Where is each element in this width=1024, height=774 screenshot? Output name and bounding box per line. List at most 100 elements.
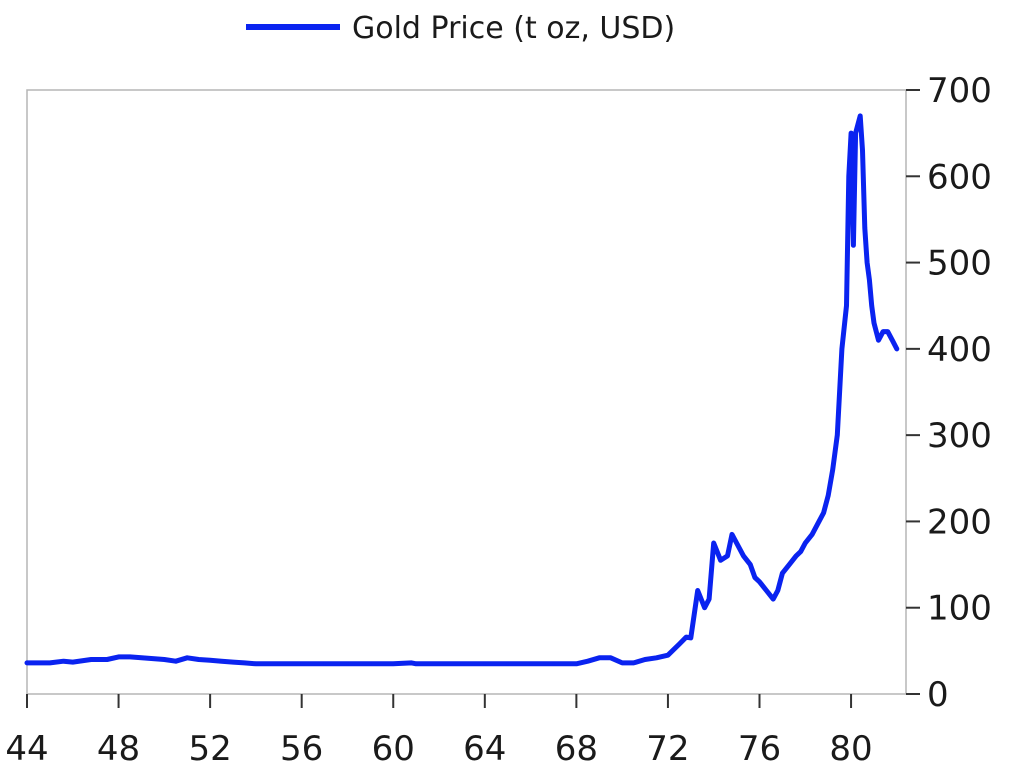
data-point bbox=[872, 321, 876, 325]
data-point bbox=[863, 226, 867, 230]
data-point bbox=[346, 662, 349, 666]
data-point bbox=[323, 662, 327, 666]
data-point bbox=[881, 330, 885, 334]
data-point bbox=[151, 657, 155, 661]
data-point bbox=[877, 338, 880, 342]
x-tick-label: 48 bbox=[97, 729, 140, 769]
x-tick-label: 52 bbox=[188, 729, 231, 769]
data-point bbox=[48, 661, 52, 665]
data-point bbox=[117, 655, 121, 659]
data-point bbox=[787, 563, 791, 567]
data-point bbox=[826, 494, 830, 497]
y-tick-label: 700 bbox=[927, 71, 992, 111]
data-point bbox=[895, 347, 899, 351]
data-point bbox=[847, 174, 851, 178]
data-point bbox=[890, 338, 894, 342]
data-point bbox=[368, 662, 372, 666]
data-point bbox=[243, 661, 246, 665]
data-point bbox=[277, 662, 281, 666]
data-point bbox=[758, 580, 761, 584]
data-point bbox=[719, 558, 723, 562]
y-tick-label: 600 bbox=[927, 157, 992, 197]
data-point bbox=[391, 662, 395, 666]
data-point bbox=[835, 433, 839, 437]
data-point bbox=[506, 662, 510, 666]
data-point bbox=[831, 468, 835, 472]
data-point bbox=[748, 563, 752, 567]
data-point bbox=[220, 659, 224, 663]
data-point bbox=[197, 658, 201, 661]
data-point bbox=[460, 662, 464, 666]
data-point bbox=[128, 655, 132, 659]
data-point bbox=[25, 661, 29, 665]
legend: Gold Price (t oz, USD) bbox=[246, 11, 675, 46]
data-point bbox=[140, 656, 143, 660]
data-point bbox=[94, 658, 98, 661]
data-point bbox=[437, 662, 441, 666]
data-point bbox=[764, 589, 768, 592]
data-point bbox=[62, 659, 66, 663]
x-tick-label: 68 bbox=[555, 729, 598, 769]
data-point bbox=[858, 114, 862, 118]
data-point bbox=[712, 541, 716, 545]
data-point bbox=[643, 658, 647, 661]
data-point bbox=[849, 131, 853, 135]
data-point bbox=[870, 304, 874, 308]
data-point bbox=[552, 662, 555, 666]
x-tick-label: 72 bbox=[646, 729, 689, 769]
data-point bbox=[735, 541, 739, 545]
data-point bbox=[632, 661, 636, 665]
x-tick-label: 44 bbox=[5, 729, 48, 769]
data-point bbox=[483, 662, 487, 666]
x-tick-label: 60 bbox=[372, 729, 415, 769]
data-point bbox=[771, 597, 775, 601]
data-point bbox=[742, 554, 745, 558]
data-point bbox=[597, 656, 601, 660]
data-point bbox=[677, 642, 681, 646]
data-point bbox=[208, 658, 212, 662]
data-point bbox=[414, 662, 418, 666]
data-point bbox=[799, 550, 803, 554]
y-tick-label: 300 bbox=[927, 416, 992, 456]
data-point bbox=[185, 656, 189, 660]
data-point bbox=[174, 659, 178, 663]
legend-label: Gold Price (t oz, USD) bbox=[352, 11, 675, 46]
y-tick-label: 100 bbox=[927, 589, 992, 629]
data-point bbox=[886, 330, 890, 334]
y-tick-label: 200 bbox=[927, 502, 992, 542]
y-tick-label: 0 bbox=[927, 675, 949, 715]
data-point bbox=[856, 123, 860, 126]
data-point bbox=[845, 304, 848, 308]
data-point bbox=[840, 347, 844, 351]
series-line bbox=[24, 113, 900, 667]
x-tick-label: 80 bbox=[829, 729, 872, 769]
data-point bbox=[254, 662, 258, 666]
data-point bbox=[162, 658, 166, 661]
data-point bbox=[822, 511, 826, 515]
data-point bbox=[586, 659, 590, 663]
data-point bbox=[609, 656, 613, 660]
series-layer bbox=[24, 113, 900, 667]
data-point bbox=[410, 661, 414, 665]
data-point bbox=[529, 662, 533, 666]
data-point bbox=[707, 597, 711, 601]
data-point bbox=[753, 576, 757, 579]
data-point bbox=[794, 554, 798, 558]
data-point bbox=[300, 662, 304, 666]
data-point bbox=[810, 532, 814, 536]
data-point bbox=[776, 589, 780, 592]
data-point bbox=[689, 636, 693, 640]
data-point bbox=[867, 278, 871, 282]
data-point bbox=[666, 653, 670, 657]
data-point bbox=[574, 662, 578, 666]
data-point bbox=[105, 658, 109, 661]
data-point bbox=[89, 658, 93, 661]
y-axis: 0 100 200 300 400 500 600 700 bbox=[906, 71, 992, 715]
data-point bbox=[684, 635, 688, 639]
data-point bbox=[726, 554, 729, 558]
data-point bbox=[696, 589, 700, 592]
x-tick-label: 64 bbox=[463, 729, 506, 769]
data-point bbox=[231, 660, 235, 664]
data-point bbox=[851, 243, 855, 247]
